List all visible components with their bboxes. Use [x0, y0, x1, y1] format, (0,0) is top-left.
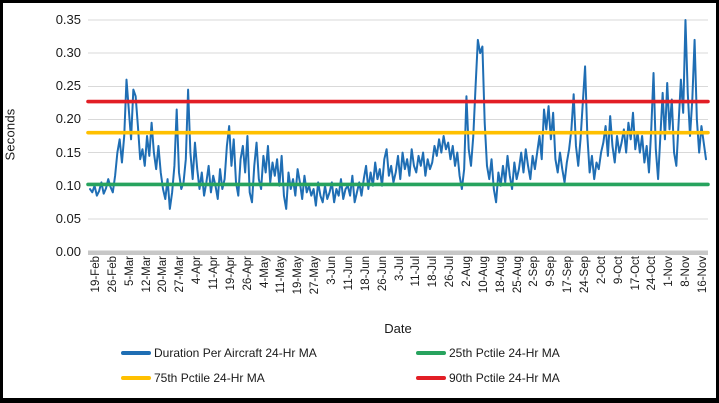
x-tick-label: 26-Apr	[241, 256, 254, 291]
legend-item-duration: Duration Per Aircraft 24-Hr MA	[121, 346, 317, 360]
x-tick-label: 1-Nov	[663, 256, 676, 287]
x-tick-label: 19-Feb	[90, 256, 102, 293]
legend-item-25th-pctile: 25th Pctile 24-Hr MA	[416, 346, 560, 360]
x-tick-label: 2-Sep	[528, 256, 541, 287]
x-tick-label: 19-Apr	[224, 256, 237, 291]
legend-swatch-yellow-line	[121, 375, 151, 381]
x-tick-label: 17-Oct	[629, 256, 642, 291]
x-tick-label: 2-Aug	[460, 256, 473, 287]
series-duration-line	[89, 19, 707, 210]
x-tick-label: 8-Nov	[680, 256, 693, 287]
y-tick-label: 0.00	[55, 244, 81, 259]
x-tick-label: 11-Jul	[410, 256, 423, 287]
x-tick-label: 4-May	[258, 256, 271, 288]
y-tick-label: 0.35	[55, 12, 81, 27]
x-tick-label: 4-Apr	[191, 256, 204, 285]
x-tick-label: 25-Aug	[511, 256, 524, 294]
y-tick-label: 0.15	[55, 144, 81, 160]
legend-swatch-red-line	[416, 375, 446, 381]
x-tick-label: 24-Sep	[578, 256, 591, 294]
y-tick-label: 0.30	[55, 45, 81, 61]
x-tick-label: 18-Jul	[427, 256, 440, 288]
y-tick-label: 0.05	[55, 210, 81, 226]
y-axis-title: Seconds	[2, 108, 18, 161]
x-tick-label: 11-May	[275, 256, 288, 294]
x-tick-label: 24-Oct	[646, 256, 659, 291]
legend-swatch-blue-line	[121, 350, 151, 356]
x-tick-label: 3-Jul	[393, 256, 406, 281]
legend-label: Duration Per Aircraft 24-Hr MA	[154, 346, 317, 360]
x-tick-label: 5-Mar	[123, 256, 136, 287]
x-tick-label: 26-Jul	[444, 256, 457, 288]
plot-area	[86, 19, 710, 255]
x-tick-label: 27-Mar	[174, 256, 187, 293]
x-tick-label: 26-Jun	[376, 256, 389, 292]
x-tick-label: 26-Feb	[106, 256, 119, 293]
y-tick-label: 0.20	[55, 111, 81, 127]
x-tick-label: 10-Aug	[477, 256, 490, 294]
x-tick-label: 19-May	[292, 256, 305, 295]
legend-label: 25th Pctile 24-Hr MA	[449, 346, 560, 360]
x-tick-label: 18-Aug	[494, 256, 507, 294]
y-tick-label: 0.10	[55, 177, 81, 193]
x-tick-label: 18-Jun	[359, 256, 372, 292]
x-tick-label: 3-Jun	[326, 256, 339, 285]
x-axis-title: Date	[384, 321, 412, 336]
x-tick-label: 12-Mar	[140, 256, 153, 293]
legend-swatch-green-line	[416, 350, 446, 356]
x-tick-label: 17-Sep	[562, 256, 575, 294]
x-tick-label: 11-Apr	[208, 256, 221, 290]
legend-label: 75th Pctile 24-Hr MA	[154, 371, 265, 385]
y-tick-label: 0.25	[55, 78, 81, 94]
x-tick-label: 9-Sep	[545, 256, 558, 287]
x-axis-band	[88, 250, 708, 255]
x-tick-label: 11-Jun	[342, 256, 355, 291]
x-tick-label: 20-Mar	[157, 256, 170, 293]
legend-label: 90th Pctile 24-Hr MA	[449, 371, 560, 385]
x-tick-label: 16-Nov	[697, 256, 709, 294]
x-tick-label: 2-Oct	[595, 256, 608, 285]
legend-item-90th-pctile: 90th Pctile 24-Hr MA	[416, 371, 560, 385]
x-tick-label: 9-Oct	[612, 256, 625, 285]
x-tick-label: 27-May	[309, 256, 322, 295]
legend-item-75th-pctile: 75th Pctile 24-Hr MA	[121, 371, 265, 385]
